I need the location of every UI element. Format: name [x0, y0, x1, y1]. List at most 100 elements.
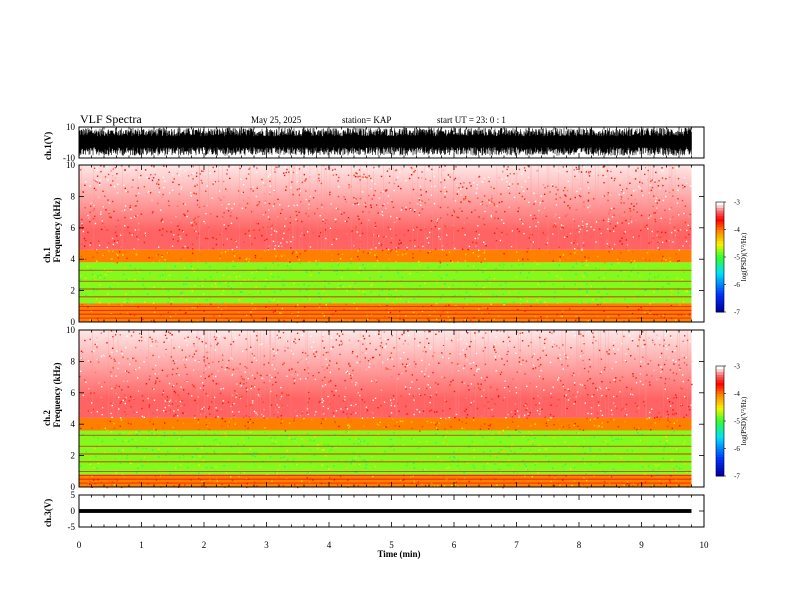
- ch2-spectrogram-speckle: [251, 385, 253, 387]
- ch2-spectrogram-speckle: [598, 404, 600, 407]
- ch2-spectrogram-speckle: [316, 408, 318, 410]
- ch1-spectrogram-speckle: [563, 201, 566, 203]
- ch2-spectrogram-speckle: [128, 473, 130, 476]
- ch2-spectrogram-speckle: [127, 461, 129, 464]
- ch1-spectrogram-speckle: [256, 187, 258, 189]
- ch2-spectrogram-speckle: [247, 421, 250, 423]
- ch1-spectrogram-speckle: [647, 228, 649, 230]
- ch1-spectrogram-speckle: [409, 282, 411, 284]
- ch1-spectrogram-speckle: [234, 302, 236, 304]
- ch2-spectrogram-speckle: [500, 331, 502, 334]
- ch2-spectrogram-speckle: [217, 342, 219, 344]
- ch2-spectrogram-speckle: [439, 424, 441, 426]
- ch1-spectrogram-speckle: [229, 319, 232, 322]
- ch1-spectrogram-speckle: [342, 318, 344, 320]
- ch1-spectrogram-speckle: [646, 268, 648, 271]
- ch2-spectrogram-speckle: [314, 436, 316, 438]
- ch1-spectrogram-speckle: [249, 235, 251, 237]
- ch2-spectrogram-speckle: [150, 344, 153, 347]
- ch1-spectrogram-speckle: [176, 205, 179, 207]
- ch2-spectrogram-speckle: [93, 467, 95, 469]
- ch2-spectrogram-speckle: [411, 438, 414, 440]
- ch2-spectrogram-speckle: [562, 479, 564, 481]
- ch2-spectrogram-speckle: [581, 350, 583, 352]
- ch1-spectrogram-speckle: [191, 252, 194, 255]
- ch2-spectrogram-speckle: [613, 341, 615, 344]
- ch1-spectrogram-speckle: [477, 290, 479, 292]
- ch1-spectrogram-speckle: [467, 248, 469, 251]
- ch1-spectrogram-speckle: [498, 201, 501, 204]
- ch2-spectrogram-speckle: [82, 433, 84, 435]
- ch1-spectrogram-speckle: [260, 257, 263, 260]
- ch1-spectrogram-speckle: [440, 190, 442, 193]
- ch2-spectrogram-speckle: [344, 406, 347, 409]
- ch2-spectrogram-speckle: [336, 335, 339, 337]
- ch1-spectrogram-speckle: [603, 195, 605, 197]
- ch2-spectrogram-speckle: [665, 415, 668, 418]
- ch1-spectrogram-speckle: [197, 259, 199, 262]
- ch2-spectrogram-speckle: [320, 422, 323, 425]
- ch2-spectrogram-speckle: [445, 338, 448, 340]
- ch1-spectrogram-speckle: [116, 192, 119, 194]
- ch1-spectrogram-speckle: [545, 243, 547, 246]
- ch1-spectrogram-speckle: [409, 202, 411, 204]
- ch1-spectrogram-speckle: [355, 226, 357, 228]
- ch1-spectrogram-speckle: [158, 179, 160, 181]
- ch1-spectrogram-speckle: [134, 279, 136, 281]
- ch2-spectrogram-speckle: [644, 465, 646, 467]
- ch1-spectrogram-speckle: [431, 211, 433, 213]
- ch2-spectrogram-speckle: [176, 419, 179, 422]
- ch1-spectrogram-speckle: [133, 216, 136, 218]
- ch1-spectrogram-speckle: [371, 198, 373, 200]
- ch1-spectrogram-speckle: [82, 289, 84, 291]
- ch1-spectrogram-speckle: [453, 278, 455, 281]
- ch2-spectrogram-speckle: [246, 452, 248, 455]
- ch2-spectrogram-speckle: [363, 338, 366, 340]
- ch1-spectrogram-speckle: [116, 241, 118, 244]
- ch1-spectrogram-speckle: [346, 233, 348, 235]
- ch1-spectrogram-speckle: [100, 170, 102, 173]
- ch2-spectrogram-speckle: [162, 427, 165, 429]
- ch2-spectrogram-speckle: [302, 394, 304, 396]
- ch1-spectrogram-speckle: [293, 282, 295, 284]
- ch2-spectrogram-speckle: [429, 401, 431, 404]
- ch2-spectrogram-speckle: [183, 404, 185, 406]
- ch1-spectrogram-speckle: [289, 302, 291, 304]
- ch2-spectrogram-speckle: [494, 355, 496, 357]
- ch2-spectrogram-speckle: [333, 465, 335, 467]
- ch1-spectrogram-speckle: [399, 218, 401, 220]
- ch2-spectrogram-speckle: [457, 339, 460, 341]
- ch2-spectrogram-speckle: [447, 444, 449, 446]
- ch2-spectrogram-speckle: [185, 356, 187, 358]
- ch2-spectrogram-speckle: [158, 435, 160, 437]
- ch1-spectrogram-speckle: [296, 181, 298, 183]
- ch1-spectrogram-speckle: [438, 266, 441, 268]
- ch1-spectrogram-speckle: [576, 243, 579, 245]
- ch1-spectrogram-speckle: [454, 177, 457, 180]
- ch2-spectrogram-speckle: [213, 433, 216, 435]
- ch1-spectrogram-speckle: [264, 285, 267, 287]
- ch1-spectrogram-speckle: [470, 319, 472, 321]
- ch1-spectrogram-speckle: [120, 304, 123, 307]
- ch2-spectrogram-speckle: [503, 451, 505, 453]
- ch1-spectrogram-speckle: [655, 200, 657, 202]
- ch2-spectrogram-speckle: [582, 429, 585, 431]
- ch2-spectrogram-speckle: [308, 453, 310, 456]
- ch1-spectrogram-speckle: [184, 203, 186, 205]
- ch1-spectrogram-speckle: [238, 311, 240, 314]
- ch2-spectrogram-speckle: [540, 370, 542, 372]
- ch1-spectrogram-speckle: [163, 165, 165, 167]
- ch2-spectrogram-speckle: [293, 422, 295, 424]
- ch1-spectrogram-speckle: [127, 298, 129, 300]
- ch1-spectrogram-speckle: [685, 290, 688, 292]
- ch2-spectrogram-speckle: [646, 418, 648, 420]
- ch2-spectrogram-speckle: [641, 433, 643, 436]
- ch1-spectrogram-speckle: [137, 187, 139, 189]
- ch2-spectrogram-speckle: [79, 483, 81, 485]
- ch1-spectrogram-speckle: [227, 210, 230, 212]
- ch2-spectrogram-speckle: [677, 411, 680, 413]
- ch2-spectrogram-speckle: [314, 349, 316, 351]
- ch2-spectrogram-speckle: [155, 380, 157, 382]
- ch1-spectrogram-speckle: [630, 270, 632, 273]
- ch2-spectrogram-speckle: [396, 421, 398, 423]
